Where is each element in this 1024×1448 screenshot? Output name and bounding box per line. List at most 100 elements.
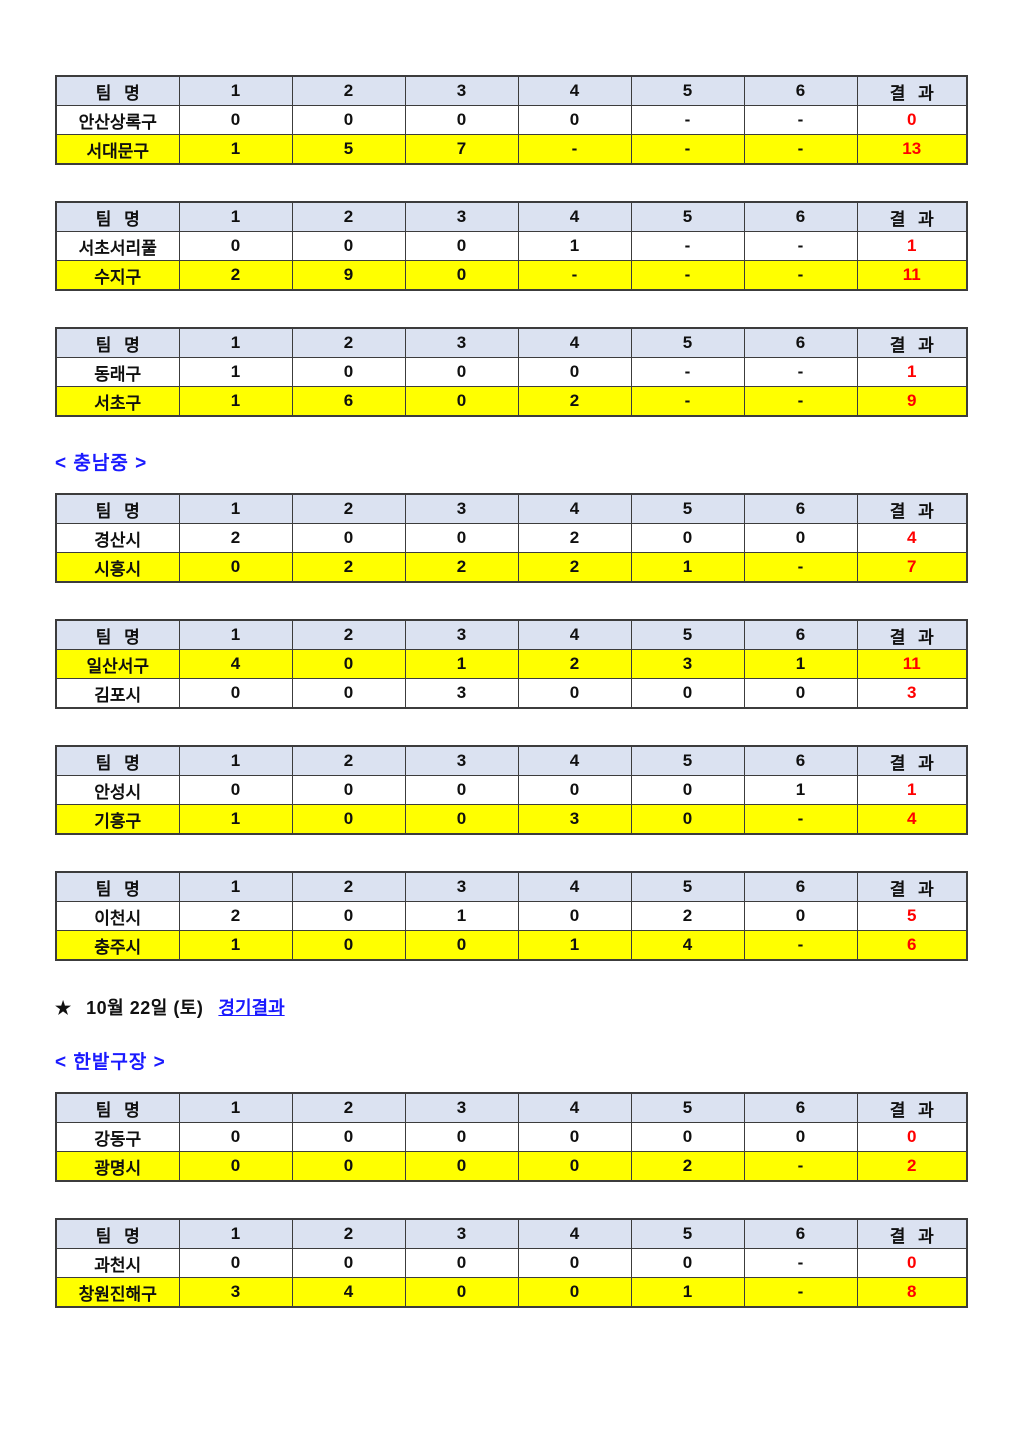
date-line: ★ 10월 22일 (토) 경기결과 (55, 997, 1024, 1019)
score-cell: 0 (291, 105, 406, 135)
column-header: 결 과 (856, 1092, 968, 1123)
column-header: 2 (291, 75, 406, 106)
score-cell: 0 (517, 1122, 632, 1152)
score-cell: 0 (291, 1122, 406, 1152)
score-cell: 7 (404, 134, 519, 165)
column-header: 3 (404, 619, 519, 650)
table-row: 경산시 2 0 0 2 0 0 4 (55, 523, 968, 553)
team-name-cell: 충주시 (55, 930, 180, 961)
score-cell: 1 (404, 901, 519, 931)
score-cell: - (630, 357, 745, 387)
team-name-cell: 시흥시 (55, 552, 180, 583)
table-row: 이천시 2 0 1 0 2 0 5 (55, 901, 968, 931)
score-cell: - (630, 386, 745, 417)
score-cell: 0 (404, 804, 519, 835)
column-header: 팀 명 (55, 201, 180, 232)
column-header: 결 과 (856, 75, 968, 106)
column-header: 3 (404, 493, 519, 524)
column-header: 2 (291, 201, 406, 232)
score-cell: 0 (517, 357, 632, 387)
result-cell: 5 (856, 901, 968, 931)
score-cell: 0 (291, 930, 406, 961)
score-cell: 2 (517, 552, 632, 583)
score-cell: 1 (404, 649, 519, 679)
team-name-cell: 기흥구 (55, 804, 180, 835)
score-cell: - (743, 804, 858, 835)
score-cell: 2 (178, 523, 293, 553)
column-header: 2 (291, 1218, 406, 1249)
column-header: 4 (517, 871, 632, 902)
column-header: 5 (630, 493, 745, 524)
score-cell: 0 (291, 523, 406, 553)
game-results-link[interactable]: 경기결과 (218, 998, 285, 1018)
column-header: 1 (178, 1092, 293, 1123)
team-name-cell: 창원진해구 (55, 1277, 180, 1308)
column-header: 3 (404, 745, 519, 776)
score-cell: 0 (630, 1248, 745, 1278)
column-header: 결 과 (856, 619, 968, 650)
score-cell: 2 (178, 901, 293, 931)
table-row: 강동구 0 0 0 0 0 0 0 (55, 1122, 968, 1152)
result-cell: 4 (856, 804, 968, 835)
score-cell: 0 (291, 1248, 406, 1278)
column-header: 6 (743, 745, 858, 776)
score-cell: - (743, 1248, 858, 1278)
table-row: 서대문구 1 5 7- - -13 (55, 134, 968, 165)
score-cell: 0 (517, 901, 632, 931)
score-cell: 0 (743, 1122, 858, 1152)
team-name-cell: 수지구 (55, 260, 180, 291)
score-cell: 0 (291, 901, 406, 931)
column-header: 결 과 (856, 201, 968, 232)
table-row: 서초서리풀 0 0 0 1- -1 (55, 231, 968, 261)
table-row: 시흥시 0 2 2 2 1-7 (55, 552, 968, 583)
star-icon: ★ (55, 998, 72, 1018)
score-cell: - (743, 930, 858, 961)
result-cell: 9 (856, 386, 968, 417)
column-header: 결 과 (856, 1218, 968, 1249)
column-header: 팀 명 (55, 327, 180, 358)
score-cell: 0 (291, 649, 406, 679)
result-cell: 0 (856, 1122, 968, 1152)
score-cell: 0 (743, 523, 858, 553)
column-header: 4 (517, 201, 632, 232)
score-cell: 1 (178, 804, 293, 835)
column-header: 팀 명 (55, 493, 180, 524)
column-header: 팀 명 (55, 871, 180, 902)
score-cell: - (630, 105, 745, 135)
score-cell: 0 (291, 678, 406, 709)
table-row: 서초구 1 6 0 2- -9 (55, 386, 968, 417)
team-name-cell: 과천시 (55, 1248, 180, 1278)
table-row: 김포시 0 0 3 0 0 0 3 (55, 678, 968, 709)
score-cell: 0 (517, 105, 632, 135)
column-header: 5 (630, 1218, 745, 1249)
column-header: 6 (743, 327, 858, 358)
table-row: 안성시 0 0 0 0 0 1 1 (55, 775, 968, 805)
score-cell: 0 (630, 678, 745, 709)
column-header: 결 과 (856, 871, 968, 902)
result-cell: 0 (856, 1248, 968, 1278)
section-heading: < 한밭구장 > (55, 1052, 166, 1073)
column-header: 2 (291, 327, 406, 358)
team-name-cell: 안산상록구 (55, 105, 180, 135)
score-cell: 2 (517, 649, 632, 679)
result-cell: 7 (856, 552, 968, 583)
result-cell: 1 (856, 231, 968, 261)
column-header: 4 (517, 493, 632, 524)
score-cell: - (630, 231, 745, 261)
score-cell: 0 (404, 231, 519, 261)
team-name-cell: 서초구 (55, 386, 180, 417)
result-cell: 11 (856, 260, 968, 291)
table-row: 창원진해구 3 4 0 0 1-8 (55, 1277, 968, 1308)
score-cell: 0 (178, 552, 293, 583)
score-cell: 0 (291, 231, 406, 261)
column-header: 결 과 (856, 745, 968, 776)
score-cell: 0 (517, 1151, 632, 1182)
column-header: 6 (743, 1218, 858, 1249)
